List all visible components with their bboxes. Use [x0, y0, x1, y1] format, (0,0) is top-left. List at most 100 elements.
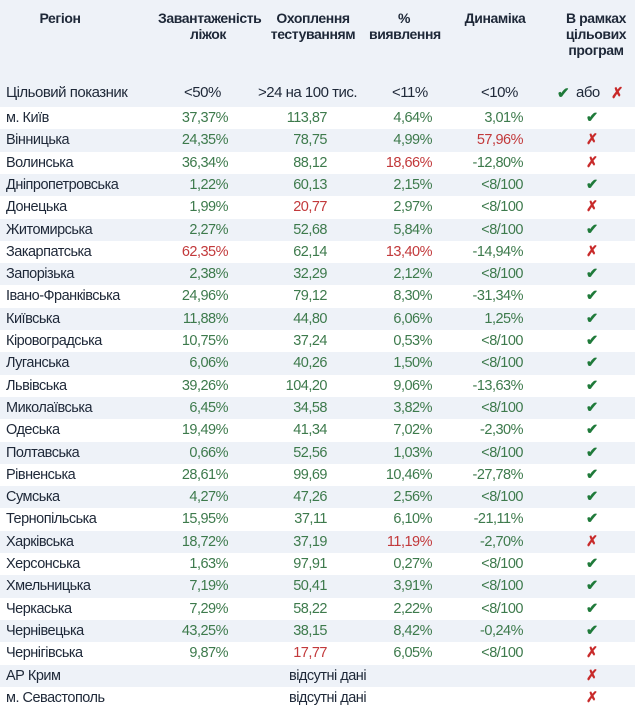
beds-value: 11,88% — [182, 310, 229, 327]
cross-icon: ✗ — [586, 132, 598, 149]
testing-value: 60,13 — [293, 176, 327, 193]
check-icon: ✔ — [586, 221, 598, 238]
table-row: Донецька 1,99% 20,77 2,97% <8/100 ✗ — [0, 196, 635, 218]
region-name: Харківська — [6, 533, 74, 550]
detection-value: 2,15% — [393, 176, 432, 193]
check-icon: ✔ — [586, 489, 598, 506]
dynamics-value: 3,01% — [484, 110, 523, 126]
region-name: м. Київ — [6, 110, 49, 126]
testing-value: 104,20 — [285, 377, 328, 394]
testing-value: 20,77 — [293, 199, 327, 216]
detection-value: 0,27% — [393, 556, 432, 572]
check-icon: ✔ — [586, 466, 598, 483]
dynamics-value: -31,34% — [472, 288, 523, 305]
testing-value: 37,24 — [293, 333, 327, 349]
dynamics-value: <8/100 — [481, 578, 523, 595]
missing-data-label: відсутні дані — [289, 667, 367, 684]
dynamics-value: <8/100 — [481, 176, 523, 193]
region-name: Миколаївська — [6, 399, 93, 416]
testing-value: 99,69 — [293, 466, 327, 483]
target-or: або — [576, 84, 600, 101]
testing-value: 97,91 — [293, 556, 327, 572]
detection-value: 6,05% — [393, 645, 432, 662]
dynamics-value: -21,11% — [473, 511, 524, 528]
testing-value: 17,77 — [293, 645, 327, 662]
check-icon: ✔ — [586, 600, 598, 617]
detection-value: 1,03% — [393, 444, 432, 461]
check-icon: ✔ — [586, 355, 598, 372]
cross-icon: ✗ — [586, 645, 598, 662]
beds-value: 62,35% — [181, 243, 229, 260]
testing-value: 44,80 — [293, 310, 327, 327]
dynamics-value: -2,70% — [480, 533, 523, 550]
table-row: Тернопільська 15,95% 37,11 6,10% -21,11% ✔ — [0, 508, 635, 530]
table-header: Регіон Завантаженість ліжок Охоплення те… — [0, 0, 635, 78]
region-name: Хмельницька — [6, 578, 91, 595]
region-name: Чернівецька — [6, 622, 84, 639]
testing-value: 41,34 — [293, 422, 327, 439]
detection-value: 3,82% — [393, 399, 432, 416]
beds-value: 24,96% — [181, 288, 229, 305]
dynamics-value: <8/100 — [481, 221, 523, 238]
check-icon: ✔ — [586, 578, 598, 595]
testing-value: 50,41 — [293, 578, 327, 595]
check-icon: ✔ — [586, 377, 598, 394]
region-name: Черкаська — [6, 600, 72, 617]
table-row: Запорізька 2,38% 32,29 2,12% <8/100 ✔ — [0, 263, 635, 286]
table-row: Волинська 36,34% 88,12 18,66% -12,80% ✗ — [0, 152, 635, 174]
table-row: Миколаївська 6,45% 34,58 3,82% <8/100 ✔ — [0, 396, 635, 420]
check-icon: ✔ — [586, 399, 598, 416]
table-row: Вінницька 24,35% 78,75 4,99% 57,96% ✗ — [0, 129, 635, 152]
detection-value: 2,97% — [393, 199, 432, 216]
dynamics-value: 1,25% — [484, 310, 523, 327]
beds-value: 2,27% — [189, 221, 228, 238]
beds-value: 1,63% — [189, 556, 228, 572]
detection-value: 9,06% — [393, 377, 432, 394]
check-icon: ✔ — [586, 556, 598, 572]
testing-value: 37,11 — [294, 511, 327, 528]
target-detection: <11% — [392, 84, 428, 101]
dynamics-value: <8/100 — [481, 600, 523, 617]
dynamics-value: <8/100 — [481, 399, 523, 416]
beds-value: 1,99% — [189, 199, 228, 216]
cross-icon: ✗ — [611, 85, 624, 102]
detection-value: 8,42% — [393, 622, 432, 639]
detection-value: 5,84% — [393, 221, 432, 238]
target-dynamics: <10% — [481, 84, 518, 101]
region-name: Київська — [6, 310, 60, 327]
cross-icon: ✗ — [586, 243, 598, 260]
region-name: Запорізька — [6, 266, 74, 283]
table-row: Хмельницька 7,19% 50,41 3,91% <8/100 ✔ — [0, 575, 635, 598]
region-name: Івано-Франківська — [6, 288, 120, 305]
cross-icon: ✗ — [586, 533, 598, 550]
region-name: Дніпропетровська — [6, 176, 119, 193]
detection-value: 2,22% — [393, 600, 432, 617]
check-icon: ✔ — [586, 310, 598, 327]
region-name: АР Крим — [6, 667, 61, 684]
region-name: Закарпатська — [6, 243, 92, 260]
region-name: Луганська — [6, 355, 70, 372]
check-icon: ✔ — [586, 622, 598, 639]
region-name: Херсонська — [6, 556, 80, 572]
testing-value: 62,14 — [293, 243, 327, 260]
beds-value: 7,29% — [189, 600, 228, 617]
beds-value: 7,19% — [189, 578, 228, 595]
beds-value: 24,35% — [181, 132, 229, 149]
check-icon: ✔ — [557, 85, 570, 102]
table-row: Дніпропетровська 1,22% 60,13 2,15% <8/100 ✔ — [0, 173, 635, 197]
testing-value: 58,22 — [293, 600, 327, 617]
header-dynamics: Динаміка — [464, 10, 526, 26]
detection-value: 7,02% — [393, 422, 432, 439]
detection-value: 10,46% — [385, 466, 433, 483]
dynamics-value: -12,80% — [472, 154, 523, 171]
detection-value: 4,64% — [393, 110, 432, 126]
table-row: АР Крим відсутні дані ✗ — [0, 664, 635, 687]
header-detection: % виявлення — [369, 10, 441, 42]
dynamics-value: <8/100 — [481, 333, 523, 349]
detection-value: 18,66% — [385, 154, 433, 171]
check-icon: ✔ — [586, 110, 598, 126]
table-row: Чернігівська 9,87% 17,77 6,05% <8/100 ✗ — [0, 642, 635, 664]
beds-value: 4,27% — [189, 489, 228, 506]
cross-icon: ✗ — [586, 689, 598, 706]
cross-icon: ✗ — [586, 667, 598, 684]
